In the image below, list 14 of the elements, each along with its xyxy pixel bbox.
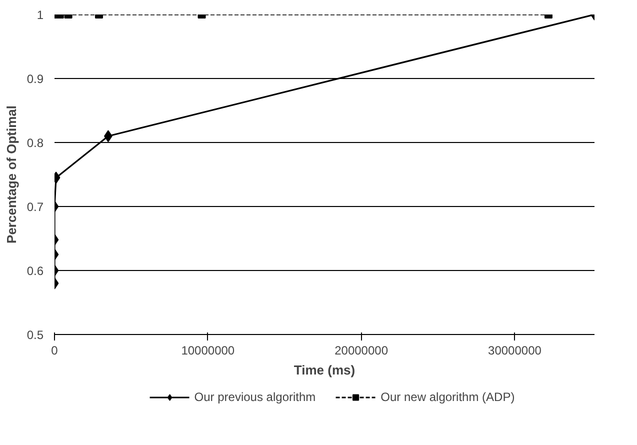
x-axis-title: Time (ms): [294, 362, 356, 378]
y-tick-label: 0.5: [26, 328, 44, 342]
y-tick-label: 0.8: [26, 136, 44, 150]
y-tick-label: 1: [36, 8, 44, 22]
y-tick-label: 0.7: [26, 200, 44, 214]
y-tick-label: 0.6: [26, 264, 44, 278]
x-tick-label: 10000000: [181, 344, 235, 358]
x-tick-label: 0: [51, 344, 58, 358]
legend-label: Our previous algorithm: [194, 390, 316, 404]
x-tick-label: 20000000: [334, 344, 388, 358]
y-axis-title: Percentage of Optimal: [4, 106, 19, 244]
legend-label: Our new algorithm (ADP): [380, 390, 515, 404]
x-tick-label: 30000000: [488, 344, 542, 358]
y-tick-label: 0.9: [26, 72, 44, 86]
